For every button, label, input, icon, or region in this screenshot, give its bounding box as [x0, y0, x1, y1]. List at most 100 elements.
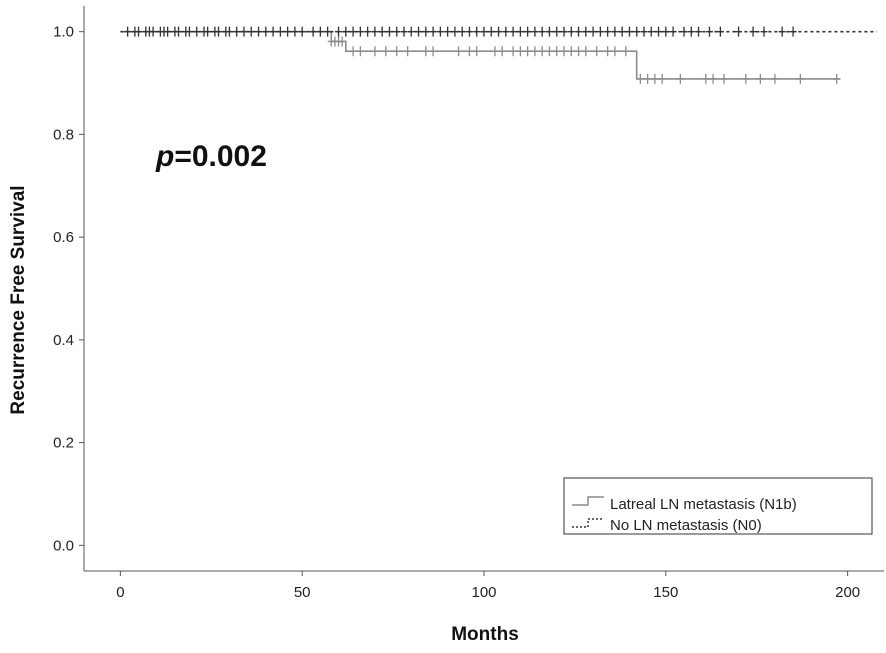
censor-mark	[709, 73, 717, 84]
censor-mark	[640, 26, 648, 37]
axis-ticks: 0 50 100 150 200 0.0 0.2 0.4 0.6 0.8 1.0	[53, 24, 860, 601]
censor-mark	[560, 26, 568, 37]
censor-mark	[760, 26, 768, 37]
censor-mark	[545, 26, 553, 37]
censor-mark	[604, 46, 612, 57]
censor-mark	[531, 46, 539, 57]
censor-mark	[422, 46, 430, 57]
censor-mark	[742, 73, 750, 84]
censor-mark	[622, 46, 630, 57]
plot-area	[120, 26, 877, 84]
censor-mark	[247, 26, 255, 37]
censor-mark	[524, 46, 532, 57]
censor-mark	[575, 46, 583, 57]
censor-mark	[796, 73, 804, 84]
censor-mark	[567, 46, 575, 57]
censor-mark	[349, 46, 357, 57]
censor-mark	[524, 26, 532, 37]
censor-mark	[687, 26, 695, 37]
censor-mark	[371, 26, 379, 37]
censor-mark	[164, 26, 172, 37]
censor-mark	[658, 73, 666, 84]
y-axis-title: Recurrence Free Survival	[8, 185, 29, 414]
censor-mark	[833, 73, 841, 84]
p-value-text: =0.002	[174, 140, 267, 173]
censor-mark	[338, 36, 346, 47]
censor-mark	[480, 26, 488, 37]
censor-mark	[215, 26, 223, 37]
censor-mark	[655, 26, 663, 37]
legend-label-n0: No LN metastasis (N0)	[610, 517, 762, 534]
legend-label-n1b: Latreal LN metastasis (N1b)	[610, 496, 797, 513]
censor-mark	[185, 26, 193, 37]
censor-mark	[309, 26, 317, 37]
censor-mark	[415, 26, 423, 37]
censor-mark	[596, 26, 604, 37]
censor-mark	[538, 26, 546, 37]
censor-mark	[262, 26, 270, 37]
censor-mark	[538, 46, 546, 57]
censor-mark	[669, 26, 677, 37]
censor-mark	[662, 26, 670, 37]
censor-mark	[502, 26, 510, 37]
censor-mark	[647, 26, 655, 37]
censor-mark	[778, 26, 786, 37]
legend-box	[563, 477, 873, 535]
censor-mark	[735, 26, 743, 37]
censor-mark	[335, 26, 343, 37]
censor-mark	[233, 26, 241, 37]
censor-mark	[455, 46, 463, 57]
censor-mark	[204, 26, 212, 37]
censor-mark	[465, 26, 473, 37]
censor-mark	[491, 46, 499, 57]
censor-mark	[582, 46, 590, 57]
x-tick-label: 50	[294, 584, 311, 601]
censor-mark	[487, 26, 495, 37]
censor-mark	[276, 26, 284, 37]
y-tick-label: 0.6	[53, 229, 74, 246]
censor-mark	[422, 26, 430, 37]
censor-mark	[193, 26, 201, 37]
censor-mark	[225, 26, 233, 37]
censor-mark	[575, 26, 583, 37]
censor-mark	[789, 26, 797, 37]
legend-swatch-n1b	[572, 496, 604, 506]
series-line-n1b	[120, 30, 841, 80]
censor-mark	[124, 26, 132, 37]
censor-mark	[593, 46, 601, 57]
x-tick-label: 200	[835, 584, 860, 601]
censor-mark	[560, 46, 568, 57]
x-axis-title: Months	[451, 624, 519, 645]
censor-mark	[473, 46, 481, 57]
censor-mark	[618, 26, 626, 37]
legend-swatch-n0	[572, 518, 604, 528]
censor-mark	[429, 46, 437, 57]
censor-mark	[611, 46, 619, 57]
censor-mark	[175, 26, 183, 37]
censor-mark	[356, 46, 364, 57]
censor-mark	[567, 26, 575, 37]
censor-mark	[705, 26, 713, 37]
censor-mark	[400, 26, 408, 37]
censor-mark	[702, 73, 710, 84]
y-tick-label: 0.2	[53, 435, 74, 452]
censor-mark	[633, 26, 641, 37]
censor-mark	[611, 26, 619, 37]
censor-mark	[255, 26, 263, 37]
censor-mark	[458, 26, 466, 37]
censor-mark	[364, 26, 372, 37]
censor-mark	[149, 26, 157, 37]
censor-mark	[473, 26, 481, 37]
censor-mark	[545, 46, 553, 57]
y-tick-label: 1.0	[53, 24, 74, 41]
censor-mark	[135, 26, 143, 37]
censor-mark	[404, 46, 412, 57]
censor-mark	[582, 26, 590, 37]
censor-mark	[651, 73, 659, 84]
censor-mark	[498, 46, 506, 57]
censor-mark	[589, 26, 597, 37]
censor-mark	[604, 26, 612, 37]
censor-mark	[393, 26, 401, 37]
x-tick-label: 150	[653, 584, 678, 601]
